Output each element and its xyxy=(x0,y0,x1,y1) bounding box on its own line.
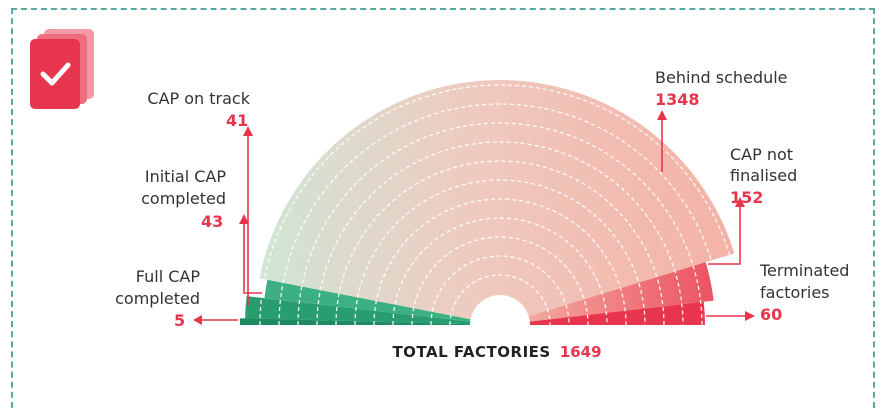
label-cap-on-track: CAP on track xyxy=(147,89,250,108)
ring-line xyxy=(316,141,684,326)
value-initial-cap: 43 xyxy=(201,212,223,231)
segment-cap-not-finalised xyxy=(528,262,714,322)
value-terminated: 60 xyxy=(760,305,782,324)
arrow-cap-not-finalised xyxy=(708,205,741,265)
ring-line xyxy=(297,122,703,326)
label-terminated-2: factories xyxy=(760,283,830,302)
label-initial-cap-2: completed xyxy=(141,189,226,208)
half-donut-chart: CAP on track 41 Initial CAP completed 43… xyxy=(115,68,849,361)
arrow-heads xyxy=(193,110,755,325)
arrow-initial-cap xyxy=(243,222,262,294)
ring-line xyxy=(278,103,722,326)
dashed-rings xyxy=(259,84,741,326)
dashed-frame xyxy=(11,8,875,408)
segment-cap-on-track xyxy=(264,279,471,322)
arrowhead-cap-not-finalised xyxy=(735,197,745,207)
leader-arrows xyxy=(200,118,747,321)
label-cap-not-finalised: CAP not xyxy=(730,145,793,164)
value-full-cap: 5 xyxy=(174,311,185,330)
label-full-cap: Full CAP xyxy=(136,267,201,286)
label-initial-cap: Initial CAP xyxy=(145,167,226,186)
ring-line xyxy=(354,179,646,326)
checklist-cards-icon xyxy=(30,29,94,109)
center-hole xyxy=(471,297,529,326)
ring-line xyxy=(373,198,627,326)
label-terminated: Terminated xyxy=(759,261,849,280)
ring-line xyxy=(392,217,608,326)
ring-line xyxy=(335,160,665,326)
value-cap-on-track: 41 xyxy=(226,111,248,130)
ring-line xyxy=(430,255,570,326)
value-cap-not-finalised: 152 xyxy=(730,188,763,207)
label-behind-schedule: Behind schedule xyxy=(655,68,788,87)
arrowhead-initial-cap xyxy=(239,214,249,224)
total-factories: TOTAL FACTORIES 1649 xyxy=(392,342,601,361)
label-cap-not-finalised-2: finalised xyxy=(730,166,797,185)
ring-line xyxy=(449,274,551,326)
arrowhead-behind-schedule xyxy=(657,110,667,120)
arrowhead-full-cap xyxy=(193,315,202,325)
value-behind-schedule: 1348 xyxy=(655,90,700,109)
arrowhead-cap-on-track xyxy=(243,126,253,136)
segment-terminated xyxy=(529,301,705,325)
segment-initial-cap xyxy=(245,296,471,325)
arrowhead-terminated xyxy=(745,311,755,321)
label-full-cap-2: completed xyxy=(115,289,200,308)
